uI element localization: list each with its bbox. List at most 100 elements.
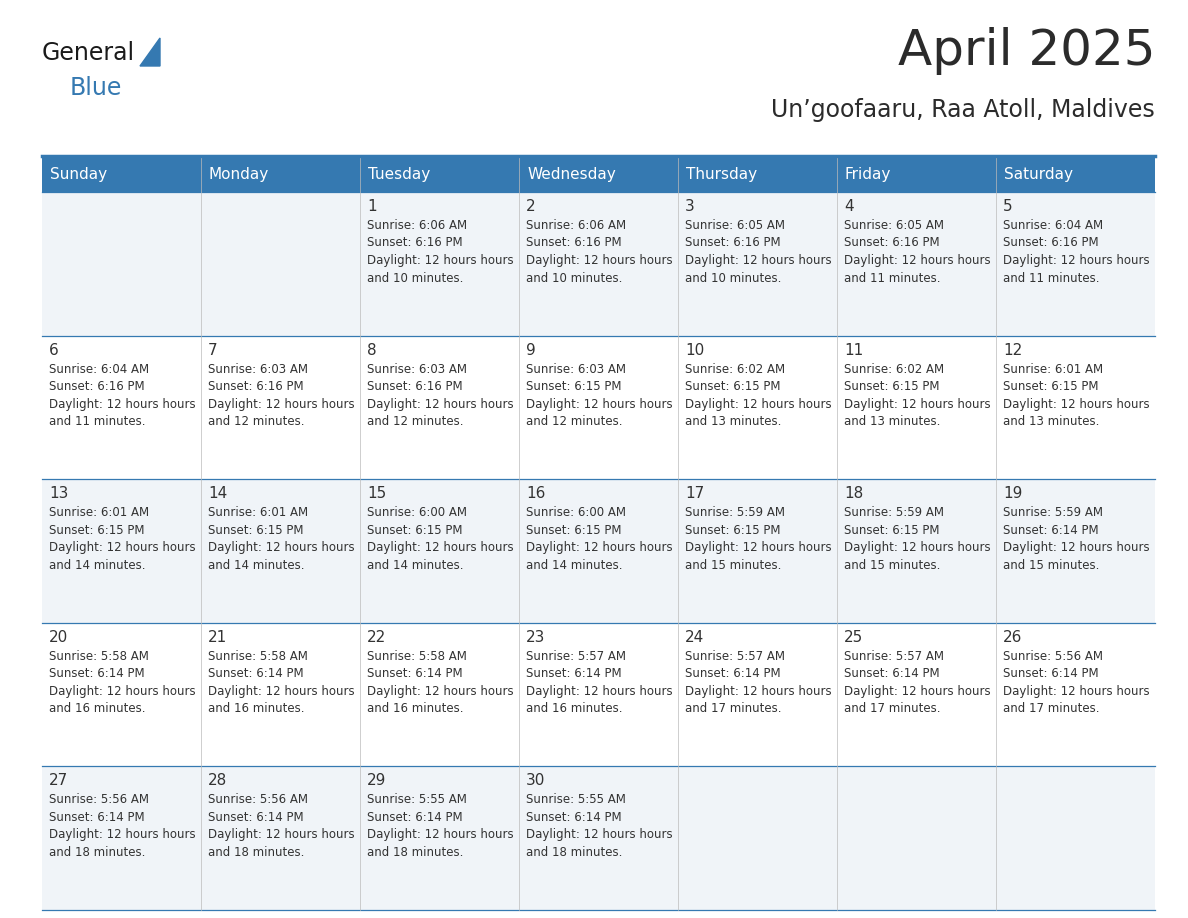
Bar [42, 192, 1155, 336]
Text: 3: 3 [685, 199, 695, 214]
Text: and 18 minutes.: and 18 minutes. [367, 845, 463, 859]
Text: Daylight: 12 hours hours: Daylight: 12 hours hours [49, 828, 196, 842]
Text: Sunrise: 5:57 AM: Sunrise: 5:57 AM [685, 650, 785, 663]
Text: Sunset: 6:16 PM: Sunset: 6:16 PM [49, 380, 145, 393]
Bar [42, 479, 1155, 622]
Text: Sunrise: 5:57 AM: Sunrise: 5:57 AM [526, 650, 626, 663]
Text: Sunrise: 6:03 AM: Sunrise: 6:03 AM [367, 363, 467, 375]
Text: Sunrise: 6:01 AM: Sunrise: 6:01 AM [208, 506, 308, 520]
Text: 5: 5 [1003, 199, 1012, 214]
Text: and 18 minutes.: and 18 minutes. [208, 845, 304, 859]
Text: Daylight: 12 hours hours: Daylight: 12 hours hours [843, 397, 991, 410]
Text: Sunrise: 5:57 AM: Sunrise: 5:57 AM [843, 650, 944, 663]
Text: Sunrise: 6:04 AM: Sunrise: 6:04 AM [49, 363, 150, 375]
Text: Sunset: 6:14 PM: Sunset: 6:14 PM [367, 811, 462, 823]
Text: and 15 minutes.: and 15 minutes. [843, 559, 941, 572]
Text: Sunrise: 5:56 AM: Sunrise: 5:56 AM [49, 793, 148, 806]
Text: Sunset: 6:15 PM: Sunset: 6:15 PM [208, 523, 303, 537]
Text: Sunrise: 6:05 AM: Sunrise: 6:05 AM [685, 219, 785, 232]
Text: Daylight: 12 hours hours: Daylight: 12 hours hours [843, 685, 991, 698]
Text: 18: 18 [843, 487, 864, 501]
Text: Daylight: 12 hours hours: Daylight: 12 hours hours [49, 397, 196, 410]
Text: Daylight: 12 hours hours: Daylight: 12 hours hours [208, 685, 355, 698]
Text: Sunset: 6:14 PM: Sunset: 6:14 PM [367, 667, 462, 680]
Text: Sunrise: 6:03 AM: Sunrise: 6:03 AM [526, 363, 626, 375]
Text: Tuesday: Tuesday [368, 167, 430, 183]
Text: Un’goofaaru, Raa Atoll, Maldives: Un’goofaaru, Raa Atoll, Maldives [771, 98, 1155, 122]
Text: Daylight: 12 hours hours: Daylight: 12 hours hours [526, 542, 672, 554]
Text: Sunset: 6:15 PM: Sunset: 6:15 PM [526, 380, 621, 393]
Text: 17: 17 [685, 487, 704, 501]
Text: Sunset: 6:16 PM: Sunset: 6:16 PM [685, 237, 781, 250]
Text: Sunrise: 6:05 AM: Sunrise: 6:05 AM [843, 219, 944, 232]
Text: 15: 15 [367, 487, 386, 501]
Text: Sunset: 6:14 PM: Sunset: 6:14 PM [208, 667, 304, 680]
Text: Sunset: 6:14 PM: Sunset: 6:14 PM [49, 811, 145, 823]
Text: Sunday: Sunday [50, 167, 107, 183]
Text: and 14 minutes.: and 14 minutes. [49, 559, 145, 572]
Text: Daylight: 12 hours hours: Daylight: 12 hours hours [208, 542, 355, 554]
Bar [42, 336, 1155, 479]
Text: Sunset: 6:14 PM: Sunset: 6:14 PM [526, 667, 621, 680]
Text: Daylight: 12 hours hours: Daylight: 12 hours hours [526, 685, 672, 698]
Text: Sunset: 6:14 PM: Sunset: 6:14 PM [526, 811, 621, 823]
Text: Sunset: 6:14 PM: Sunset: 6:14 PM [1003, 667, 1099, 680]
Text: and 16 minutes.: and 16 minutes. [367, 702, 463, 715]
Text: Sunrise: 5:55 AM: Sunrise: 5:55 AM [526, 793, 626, 806]
Text: and 18 minutes.: and 18 minutes. [526, 845, 623, 859]
Text: 6: 6 [49, 342, 58, 358]
Text: Sunrise: 6:04 AM: Sunrise: 6:04 AM [1003, 219, 1104, 232]
Text: Daylight: 12 hours hours: Daylight: 12 hours hours [367, 542, 513, 554]
Text: Sunrise: 5:58 AM: Sunrise: 5:58 AM [49, 650, 148, 663]
Text: and 16 minutes.: and 16 minutes. [49, 702, 145, 715]
Text: Sunrise: 6:06 AM: Sunrise: 6:06 AM [526, 219, 626, 232]
Text: Daylight: 12 hours hours: Daylight: 12 hours hours [1003, 685, 1150, 698]
Text: Sunset: 6:16 PM: Sunset: 6:16 PM [526, 237, 621, 250]
Text: Sunset: 6:15 PM: Sunset: 6:15 PM [685, 380, 781, 393]
Text: Sunset: 6:15 PM: Sunset: 6:15 PM [367, 523, 462, 537]
Text: Friday: Friday [845, 167, 891, 183]
Text: 28: 28 [208, 773, 227, 789]
Text: Daylight: 12 hours hours: Daylight: 12 hours hours [367, 397, 513, 410]
Bar [42, 767, 1155, 910]
Text: Sunset: 6:15 PM: Sunset: 6:15 PM [1003, 380, 1099, 393]
Text: 24: 24 [685, 630, 704, 644]
Text: Sunset: 6:14 PM: Sunset: 6:14 PM [208, 811, 304, 823]
Text: 20: 20 [49, 630, 68, 644]
Text: and 17 minutes.: and 17 minutes. [843, 702, 941, 715]
Text: 19: 19 [1003, 487, 1023, 501]
Text: 25: 25 [843, 630, 864, 644]
Text: Sunrise: 6:00 AM: Sunrise: 6:00 AM [367, 506, 467, 520]
Text: and 13 minutes.: and 13 minutes. [685, 415, 782, 428]
Text: Sunrise: 5:56 AM: Sunrise: 5:56 AM [208, 793, 308, 806]
Text: Saturday: Saturday [1004, 167, 1073, 183]
Text: and 14 minutes.: and 14 minutes. [526, 559, 623, 572]
Text: Daylight: 12 hours hours: Daylight: 12 hours hours [208, 397, 355, 410]
Text: Daylight: 12 hours hours: Daylight: 12 hours hours [1003, 542, 1150, 554]
Text: Sunset: 6:15 PM: Sunset: 6:15 PM [843, 380, 940, 393]
Text: Daylight: 12 hours hours: Daylight: 12 hours hours [685, 685, 832, 698]
Text: Daylight: 12 hours hours: Daylight: 12 hours hours [685, 397, 832, 410]
Text: 14: 14 [208, 487, 227, 501]
Text: 23: 23 [526, 630, 545, 644]
Text: 26: 26 [1003, 630, 1023, 644]
Text: and 16 minutes.: and 16 minutes. [208, 702, 304, 715]
Bar [42, 622, 1155, 767]
Text: General: General [42, 41, 135, 65]
Text: Wednesday: Wednesday [527, 167, 615, 183]
Text: and 10 minutes.: and 10 minutes. [685, 272, 782, 285]
Text: Daylight: 12 hours hours: Daylight: 12 hours hours [367, 254, 513, 267]
Text: Blue: Blue [70, 76, 122, 100]
Text: Sunrise: 6:02 AM: Sunrise: 6:02 AM [843, 363, 944, 375]
Text: Daylight: 12 hours hours: Daylight: 12 hours hours [526, 828, 672, 842]
Text: 8: 8 [367, 342, 377, 358]
Text: Daylight: 12 hours hours: Daylight: 12 hours hours [49, 542, 196, 554]
Text: and 15 minutes.: and 15 minutes. [1003, 559, 1099, 572]
Text: 9: 9 [526, 342, 536, 358]
Text: 29: 29 [367, 773, 386, 789]
Text: Daylight: 12 hours hours: Daylight: 12 hours hours [526, 254, 672, 267]
Text: Daylight: 12 hours hours: Daylight: 12 hours hours [208, 828, 355, 842]
Text: and 15 minutes.: and 15 minutes. [685, 559, 782, 572]
Text: and 10 minutes.: and 10 minutes. [367, 272, 463, 285]
Text: Daylight: 12 hours hours: Daylight: 12 hours hours [685, 542, 832, 554]
